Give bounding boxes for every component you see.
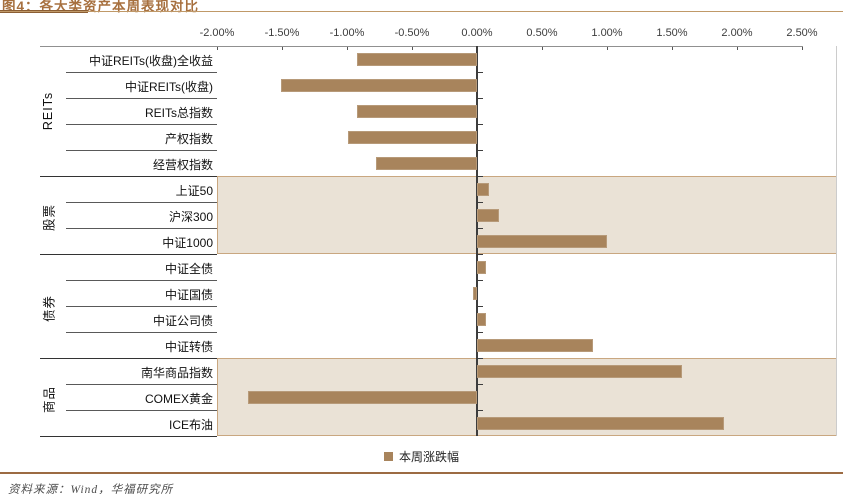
zero-axis-tick bbox=[478, 228, 483, 229]
x-axis-tick-label: 2.00% bbox=[721, 27, 753, 39]
category-label: 中证公司债 bbox=[152, 314, 213, 328]
plot-right-border bbox=[836, 46, 837, 436]
category-label: 中证国债 bbox=[164, 288, 213, 302]
row-separator bbox=[66, 280, 217, 281]
x-axis-tick-label: -1.50% bbox=[264, 27, 300, 39]
value-bar bbox=[281, 78, 477, 92]
title-rule bbox=[0, 11, 843, 12]
zero-axis-tick bbox=[478, 202, 483, 203]
value-bar bbox=[477, 182, 489, 196]
row-separator bbox=[66, 332, 217, 333]
row-separator bbox=[66, 124, 217, 125]
chart-legend: 本周涨跌幅 bbox=[0, 448, 843, 465]
zero-axis-tick bbox=[478, 98, 483, 99]
category-label: 中证1000 bbox=[162, 236, 213, 250]
category-label: 产权指数 bbox=[164, 132, 213, 146]
category-label: 上证50 bbox=[175, 184, 213, 198]
zero-axis-tick bbox=[478, 254, 483, 255]
category-label: 中证转债 bbox=[164, 340, 213, 354]
zero-axis-tick bbox=[478, 306, 483, 307]
row-separator bbox=[66, 150, 217, 151]
x-axis-tick-label: -2.00% bbox=[199, 27, 235, 39]
row-separator bbox=[66, 98, 217, 99]
zero-axis-tick bbox=[478, 358, 483, 359]
x-axis-tick bbox=[542, 46, 543, 50]
value-bar bbox=[477, 416, 724, 430]
value-bar bbox=[477, 312, 486, 326]
category-label: REITs总指数 bbox=[144, 106, 213, 120]
group-label: REITs bbox=[41, 91, 55, 131]
x-axis-tick bbox=[737, 46, 738, 50]
legend-label: 本周涨跌幅 bbox=[398, 450, 459, 464]
value-bar bbox=[477, 234, 607, 248]
category-label: 中证REITs(收盘)全收益 bbox=[89, 54, 213, 68]
group-separator bbox=[40, 176, 217, 177]
value-bar bbox=[357, 52, 477, 66]
group-separator bbox=[40, 254, 217, 255]
row-separator bbox=[66, 384, 217, 385]
row-separator bbox=[66, 410, 217, 411]
category-label: ICE布油 bbox=[168, 418, 213, 432]
zero-axis-tick bbox=[478, 384, 483, 385]
x-axis-tick bbox=[412, 46, 413, 50]
category-label: 中证REITs(收盘) bbox=[125, 80, 213, 94]
x-axis-tick bbox=[672, 46, 673, 50]
x-axis-tick-label: 1.00% bbox=[591, 27, 623, 39]
row-separator bbox=[66, 202, 217, 203]
x-axis-tick-label: 2.50% bbox=[786, 27, 818, 39]
zero-axis-tick bbox=[478, 150, 483, 151]
zero-axis-tick bbox=[478, 176, 483, 177]
group-separator bbox=[40, 358, 217, 359]
value-bar bbox=[248, 390, 477, 404]
category-label: COMEX黄金 bbox=[144, 392, 213, 406]
zero-axis-tick bbox=[478, 332, 483, 333]
x-axis-tick-label: 0.50% bbox=[526, 27, 558, 39]
x-axis-tick-label: 0.00% bbox=[461, 27, 493, 39]
value-bar bbox=[477, 364, 682, 378]
source-note: 资料来源：Wind，华福研究所 bbox=[8, 484, 174, 494]
group-label: 债券 bbox=[42, 295, 57, 323]
x-axis-line bbox=[40, 46, 803, 47]
x-axis-tick bbox=[282, 46, 283, 50]
group-label: 商品 bbox=[42, 386, 57, 414]
x-axis-tick-label: 1.50% bbox=[656, 27, 688, 39]
legend-swatch-icon bbox=[383, 452, 393, 461]
x-axis-tick bbox=[347, 46, 348, 50]
category-label: 经营权指数 bbox=[152, 158, 213, 172]
value-bar bbox=[348, 130, 477, 144]
row-separator bbox=[66, 72, 217, 73]
category-label: 南华商品指数 bbox=[140, 366, 213, 380]
value-bar bbox=[477, 208, 499, 222]
x-axis-tick-label: -1.00% bbox=[329, 27, 365, 39]
x-axis-tick-label: -0.50% bbox=[394, 27, 430, 39]
category-label: 沪深300 bbox=[168, 210, 213, 224]
value-bar bbox=[376, 156, 477, 170]
group-separator bbox=[40, 436, 217, 437]
value-bar bbox=[473, 286, 477, 300]
row-separator bbox=[66, 306, 217, 307]
x-axis-tick bbox=[607, 46, 608, 50]
group-label: 股票 bbox=[42, 204, 57, 232]
zero-axis-tick bbox=[478, 72, 483, 73]
value-bar bbox=[357, 104, 477, 118]
x-axis-tick bbox=[217, 46, 218, 50]
footer-rule bbox=[0, 472, 843, 474]
x-axis-tick bbox=[802, 46, 803, 50]
row-separator bbox=[66, 228, 217, 229]
zero-axis-tick bbox=[478, 410, 483, 411]
value-bar bbox=[477, 260, 486, 274]
value-bar bbox=[477, 338, 593, 352]
zero-axis-tick bbox=[478, 280, 483, 281]
zero-axis-tick bbox=[478, 124, 483, 125]
category-label: 中证全债 bbox=[164, 262, 213, 276]
